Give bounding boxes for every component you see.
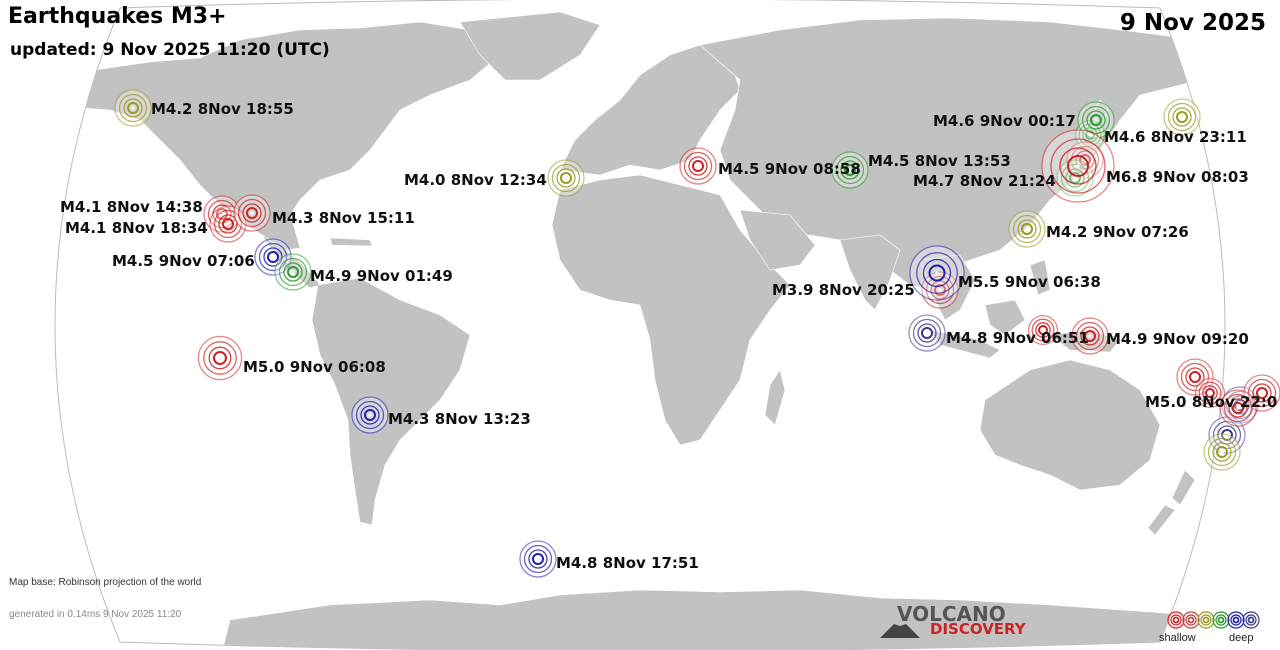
quake-marker[interactable] xyxy=(1194,377,1226,409)
continent-antarctica xyxy=(219,589,1225,650)
quake-marker[interactable] xyxy=(679,147,717,185)
volcano-icon xyxy=(880,624,920,638)
quake-marker[interactable] xyxy=(1077,101,1115,139)
quake-label[interactable]: M4.6 9Nov 00:17 xyxy=(933,112,1076,130)
landmass-new-zealand xyxy=(1171,469,1196,506)
quake-label[interactable]: M6.8 9Nov 08:03 xyxy=(1106,168,1249,186)
quake-marker[interactable] xyxy=(1176,358,1214,396)
quake-marker[interactable] xyxy=(1071,317,1109,355)
legend-ring xyxy=(1245,614,1257,626)
continent-south-america xyxy=(311,277,471,526)
quake-label[interactable]: M4.6 8Nov 23:11 xyxy=(1104,128,1247,146)
legend-ring xyxy=(1212,611,1230,629)
legend-deep-label: deep xyxy=(1229,632,1254,644)
legend-ring xyxy=(1215,614,1227,626)
quake-label[interactable]: M4.5 9Nov 08:58 xyxy=(718,160,861,178)
quake-label[interactable]: M4.5 9Nov 07:06 xyxy=(112,252,255,270)
quake-label[interactable]: M4.0 8Nov 12:34 xyxy=(404,171,547,189)
landmass-borneo xyxy=(984,299,1026,336)
quake-marker[interactable] xyxy=(114,89,152,127)
legend-ring xyxy=(1217,616,1225,624)
landmass-arabia xyxy=(739,209,816,271)
continent-africa xyxy=(551,174,791,446)
quake-label[interactable]: M4.2 9Nov 07:26 xyxy=(1046,223,1189,241)
quake-label[interactable]: M4.7 8Nov 21:24 xyxy=(913,172,1056,190)
quake-label[interactable]: M4.1 8Nov 14:38 xyxy=(60,198,203,216)
quake-marker[interactable] xyxy=(1163,98,1201,136)
quake-marker[interactable] xyxy=(908,314,946,352)
quake-marker[interactable] xyxy=(831,151,869,189)
quake-marker[interactable] xyxy=(909,245,965,301)
quake-marker[interactable] xyxy=(1203,433,1241,471)
quake-marker[interactable] xyxy=(1219,389,1257,427)
legend-ring xyxy=(1242,611,1260,629)
legend-ring xyxy=(1230,614,1242,626)
depth-legend xyxy=(1167,611,1260,629)
landmass-new-zealand-south xyxy=(1147,504,1176,536)
quake-label[interactable]: M4.3 8Nov 15:11 xyxy=(272,209,415,227)
continent-australia xyxy=(979,359,1161,491)
quake-label[interactable]: M4.1 8Nov 18:34 xyxy=(65,219,208,237)
quake-label[interactable]: M4.3 8Nov 13:23 xyxy=(388,410,531,428)
landmass-caribbean xyxy=(329,237,373,247)
quake-label[interactable]: M5.5 9Nov 06:38 xyxy=(958,273,1101,291)
legend-shallow-label: shallow xyxy=(1159,632,1196,644)
quake-marker[interactable] xyxy=(1027,314,1059,346)
quake-label[interactable]: M3.9 8Nov 20:25 xyxy=(772,281,915,299)
current-date: 9 Nov 2025 xyxy=(1119,10,1266,36)
logo-text-discovery: DISCOVERY xyxy=(930,620,1026,638)
legend-ring xyxy=(1167,611,1185,629)
quake-marker[interactable] xyxy=(1008,210,1046,248)
quake-marker[interactable] xyxy=(233,194,271,232)
updated-timestamp: updated: 9 Nov 2025 11:20 (UTC) xyxy=(10,40,330,60)
quake-label[interactable]: M4.9 9Nov 01:49 xyxy=(310,267,453,285)
quake-marker[interactable] xyxy=(197,335,243,381)
legend-ring xyxy=(1200,614,1212,626)
legend-ring xyxy=(1232,616,1240,624)
quake-label[interactable]: M5.0 8Nov 22:0 xyxy=(1145,393,1278,411)
legend-ring xyxy=(1170,614,1182,626)
legend-ring xyxy=(1182,611,1200,629)
landmass-india xyxy=(839,234,901,311)
quake-marker[interactable] xyxy=(351,396,389,434)
legend-ring xyxy=(1187,616,1195,624)
quake-marker[interactable] xyxy=(254,238,292,276)
quake-marker[interactable] xyxy=(1243,374,1280,412)
quake-label[interactable]: M5.0 9Nov 06:08 xyxy=(243,358,386,376)
legend-ring xyxy=(1172,616,1180,624)
quake-label[interactable]: M4.8 8Nov 17:51 xyxy=(556,554,699,572)
quake-label[interactable]: M4.8 9Nov 06:51 xyxy=(946,329,1089,347)
legend-ring xyxy=(1197,611,1215,629)
quake-marker[interactable] xyxy=(547,159,585,197)
quake-marker[interactable] xyxy=(1041,129,1115,203)
legend-ring xyxy=(1185,614,1197,626)
logo-text-volcano: VOLCANO xyxy=(897,602,1006,626)
quake-label[interactable]: M4.2 8Nov 18:55 xyxy=(151,100,294,118)
quake-marker[interactable] xyxy=(519,540,557,578)
landmass-greenland xyxy=(459,11,601,81)
generated-info: generated in 0.14ms 9 Nov 2025 11:20 xyxy=(9,609,182,620)
quake-marker[interactable] xyxy=(209,205,247,243)
continent-north-america xyxy=(59,21,501,251)
quake-marker[interactable] xyxy=(274,253,312,291)
quake-label[interactable]: M4.5 8Nov 13:53 xyxy=(868,152,1011,170)
quake-marker[interactable] xyxy=(1056,159,1094,197)
map-base-credit: Map base: Robinson projection of the wor… xyxy=(9,577,202,588)
continent-asia xyxy=(699,17,1225,301)
landmass-indonesia xyxy=(929,329,1001,359)
volcano-discovery-logo[interactable]: VOLCANO DISCOVERY xyxy=(880,602,1040,642)
page-title: Earthquakes M3+ xyxy=(8,4,227,29)
quake-label[interactable]: M4.9 9Nov 09:20 xyxy=(1106,330,1249,348)
legend-ring xyxy=(1227,611,1245,629)
legend-ring xyxy=(1247,616,1255,624)
landmass-madagascar xyxy=(764,369,786,426)
landmass-philippines xyxy=(1029,259,1051,296)
legend-ring xyxy=(1202,616,1210,624)
